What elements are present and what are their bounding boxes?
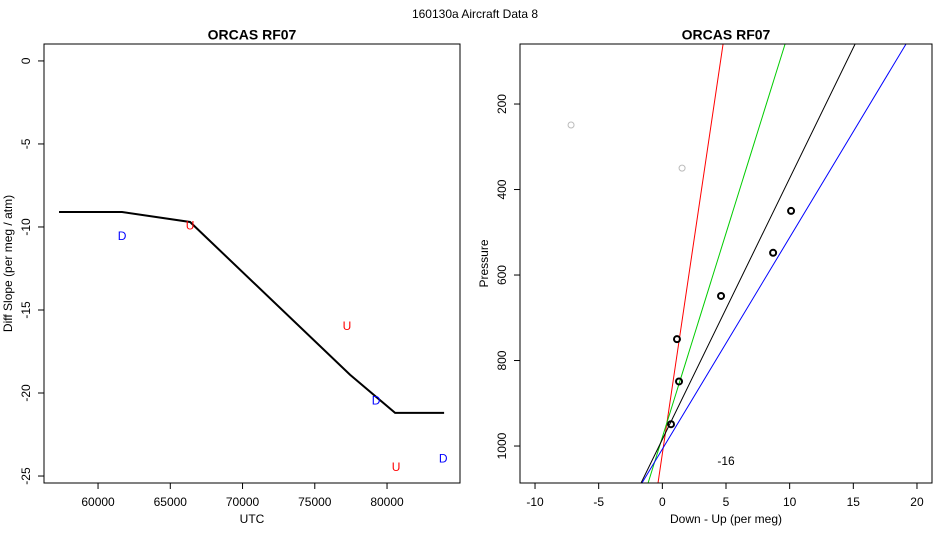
fit-line — [657, 44, 724, 483]
data-line — [59, 211, 445, 414]
x-tick-label: 80000 — [370, 495, 404, 509]
panel-title: ORCAS RF07 — [682, 27, 771, 43]
x-axis-label: Down - Up (per meg) — [670, 512, 782, 526]
x-tick-label: 75000 — [298, 495, 332, 509]
plot-area: D U U D U D — [59, 211, 448, 474]
x-axis-label: UTC — [240, 512, 265, 526]
point-label: D — [118, 229, 127, 243]
point-label: D — [372, 393, 381, 407]
point — [666, 420, 675, 429]
point — [787, 206, 796, 215]
y-tick-label: 200 — [495, 94, 509, 114]
point-label: U — [392, 460, 401, 474]
plot-area — [567, 44, 907, 483]
point-label: D — [439, 452, 448, 466]
point — [717, 291, 726, 300]
x-tick-label: 10 — [783, 495, 797, 509]
x-tick-label: -5 — [593, 495, 604, 509]
figure-title: 160130a Aircraft Data 8 — [412, 7, 538, 21]
point-label: U — [186, 218, 195, 232]
point — [672, 335, 681, 344]
fit-line — [647, 44, 786, 483]
y-tick-label: 600 — [495, 265, 509, 285]
plot-frame — [519, 43, 933, 484]
plot-frame — [43, 43, 461, 484]
panel-title: ORCAS RF07 — [208, 27, 297, 43]
y-axis-label: Pressure — [477, 239, 491, 287]
y-tick-label: -20 — [19, 384, 33, 402]
point — [567, 121, 575, 129]
x-tick-label: 20 — [910, 495, 924, 509]
y-tick-label: 400 — [495, 179, 509, 199]
y-axis-label: Diff Slope (per meg / atm) — [1, 195, 15, 332]
y-tick-label: 1000 — [495, 432, 509, 459]
x-tick-label: 15 — [847, 495, 861, 509]
y-tick-label: 800 — [495, 350, 509, 370]
y-tick-label: -10 — [19, 218, 33, 236]
annotation: -16 — [717, 454, 735, 468]
x-tick-label: 70000 — [226, 495, 260, 509]
fit-line — [640, 44, 856, 483]
y-tick-label: -15 — [19, 301, 33, 319]
point — [769, 248, 778, 257]
y-tick-label: 0 — [19, 57, 33, 64]
y-tick-label: -5 — [19, 138, 33, 149]
x-tick-label: 5 — [723, 495, 730, 509]
y-tick-label: -25 — [19, 467, 33, 485]
point — [678, 164, 686, 172]
point — [675, 377, 684, 386]
x-tick-label: 0 — [659, 495, 666, 509]
x-tick-label: 65000 — [154, 495, 188, 509]
x-tick-label: 60000 — [81, 495, 115, 509]
x-tick-label: -10 — [526, 495, 544, 509]
fit-line — [641, 44, 907, 483]
point-label: U — [343, 319, 352, 333]
